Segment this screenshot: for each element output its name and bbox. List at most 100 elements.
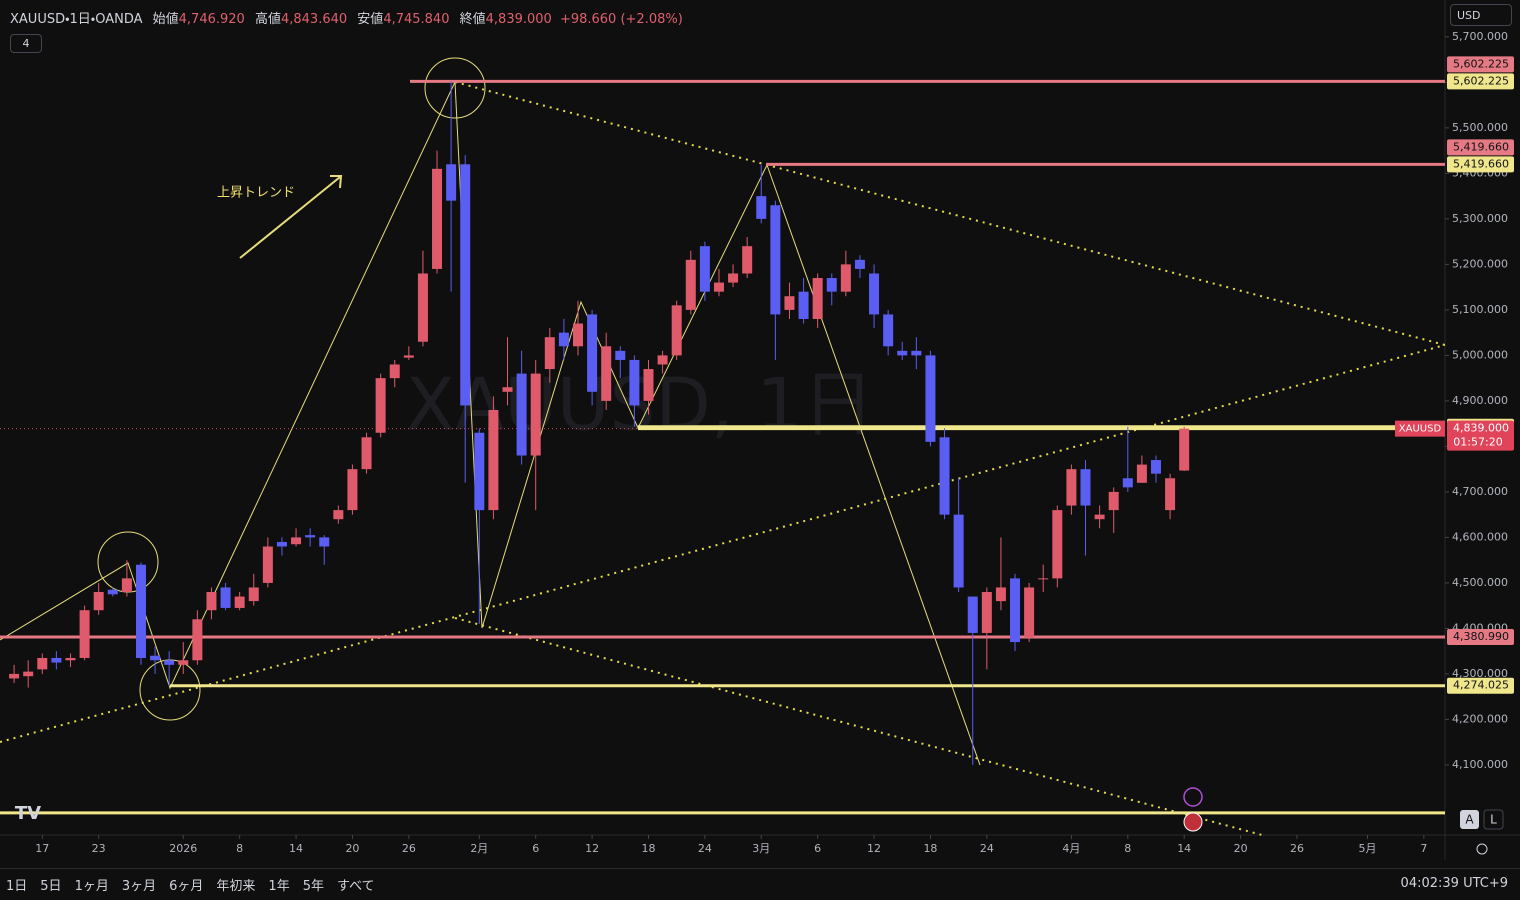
level-label-box bbox=[1447, 73, 1514, 90]
candle-body bbox=[516, 373, 527, 456]
indicator-count: 4 bbox=[22, 37, 30, 50]
low-label: 安値 bbox=[357, 12, 384, 27]
candle-body bbox=[474, 432, 485, 511]
x-tick-label: 5月 bbox=[1358, 842, 1376, 855]
event-icon[interactable] bbox=[1183, 812, 1203, 832]
candle-body bbox=[248, 587, 259, 602]
candle-body bbox=[1080, 469, 1091, 506]
candle-body bbox=[854, 259, 865, 269]
x-tick-label: 7 bbox=[1420, 842, 1427, 855]
trend-arrow-head bbox=[330, 175, 343, 189]
candle-body bbox=[798, 291, 809, 319]
symbol-label: XAUUSD bbox=[1399, 424, 1442, 435]
candle-body bbox=[460, 164, 471, 406]
range-button[interactable]: 5日 bbox=[40, 879, 62, 894]
candle-body bbox=[995, 587, 1006, 602]
y-tick-label: 4,500.000 bbox=[1452, 576, 1508, 589]
candle-body bbox=[206, 592, 217, 611]
candle-body bbox=[347, 469, 358, 511]
range-button[interactable]: 6ヶ月 bbox=[169, 879, 204, 894]
candle-body bbox=[826, 278, 837, 292]
level-label: 5,602.225 bbox=[1453, 57, 1509, 70]
log-scale-button[interactable] bbox=[1483, 809, 1504, 830]
drawings bbox=[0, 57, 1446, 836]
candle-body bbox=[107, 589, 118, 595]
range-button[interactable]: 年初来 bbox=[216, 879, 256, 894]
circle-marker bbox=[424, 57, 486, 119]
x-tick-label: 20 bbox=[345, 842, 359, 855]
candle-body bbox=[1136, 464, 1147, 483]
range-button[interactable]: 3ヶ月 bbox=[121, 879, 157, 894]
x-tick-label: 24 bbox=[980, 842, 994, 855]
candle-body bbox=[164, 660, 175, 665]
candle-body bbox=[319, 537, 330, 547]
clock: 04:02:39 UTC+9 bbox=[1400, 876, 1508, 891]
y-tick-label: 5,100.000 bbox=[1452, 303, 1508, 316]
last-price-label: 4,839.000 bbox=[1453, 422, 1509, 435]
x-tick-label: 14 bbox=[289, 842, 303, 855]
y-tick-label: 5,700.000 bbox=[1452, 30, 1508, 43]
candle-body bbox=[1094, 514, 1105, 520]
candle-body bbox=[375, 378, 386, 433]
level-label: 5,419.660 bbox=[1453, 157, 1509, 170]
x-tick-label: 2026 bbox=[169, 842, 197, 855]
event-icon[interactable] bbox=[1183, 787, 1203, 807]
resistance-trendline bbox=[454, 81, 1446, 346]
x-tick-label: 2月 bbox=[470, 842, 488, 855]
change: +98.660 (+2.08%) bbox=[559, 12, 683, 27]
range-button[interactable]: 1日 bbox=[6, 879, 28, 894]
range-button[interactable]: 5年 bbox=[302, 879, 324, 894]
candle-body bbox=[1108, 491, 1119, 511]
auto-scale-button[interactable] bbox=[1460, 810, 1479, 829]
candle-body bbox=[1122, 478, 1133, 488]
candle-body bbox=[573, 323, 583, 347]
y-tick-label: 4,700.000 bbox=[1452, 485, 1508, 498]
candle-body bbox=[1052, 510, 1063, 579]
symbol[interactable]: XAUUSD・1日・OANDA bbox=[10, 12, 143, 27]
axis-ticks: 4,100.0004,200.0004,300.0004,400.0004,50… bbox=[35, 30, 1508, 855]
candle-body bbox=[601, 346, 612, 401]
auto-scale-label[interactable]: A bbox=[1465, 813, 1474, 827]
level-label-box bbox=[1447, 156, 1514, 173]
open-value: 4,746.920 bbox=[178, 12, 245, 27]
candle-body bbox=[728, 273, 739, 283]
level-label-box bbox=[1447, 139, 1514, 156]
level-label-box bbox=[1447, 629, 1514, 646]
x-tick-label: 23 bbox=[92, 842, 106, 855]
candle-body bbox=[432, 168, 443, 269]
candle-body bbox=[1165, 478, 1176, 511]
log-scale-label[interactable]: L bbox=[1490, 813, 1497, 827]
candle-body bbox=[544, 337, 555, 370]
candle-body bbox=[981, 592, 992, 633]
x-tick-label: 6 bbox=[814, 842, 821, 855]
candle-body bbox=[685, 259, 696, 310]
candle-body bbox=[417, 273, 428, 342]
open-label: 始値 bbox=[152, 12, 179, 27]
candle-body bbox=[812, 278, 823, 319]
candle-body bbox=[883, 314, 894, 347]
candle-body bbox=[361, 437, 372, 470]
range-button[interactable]: すべて bbox=[336, 879, 375, 894]
x-tick-label: 26 bbox=[402, 842, 416, 855]
candle-body bbox=[305, 535, 316, 538]
level-label: 5,602.225 bbox=[1453, 74, 1509, 87]
range-button[interactable]: 1ヶ月 bbox=[74, 879, 109, 894]
y-tick-label: 5,200.000 bbox=[1452, 257, 1508, 270]
settings-icon[interactable] bbox=[1476, 843, 1488, 855]
x-tick-label: 6 bbox=[532, 842, 539, 855]
range-button[interactable]: 1年 bbox=[268, 879, 290, 894]
x-tick-label: 14 bbox=[1177, 842, 1191, 855]
candle-body bbox=[51, 657, 62, 663]
y-tick-label: 5,000.000 bbox=[1452, 348, 1508, 361]
candle-body bbox=[1179, 428, 1190, 471]
close-label: 終値 bbox=[459, 12, 486, 27]
candle-body bbox=[530, 373, 541, 456]
x-tick-label: 18 bbox=[923, 842, 937, 855]
candle-body bbox=[756, 196, 767, 219]
candle-body bbox=[65, 657, 76, 661]
candle-body bbox=[657, 355, 668, 365]
candle-body bbox=[502, 387, 513, 392]
indicator-toggle[interactable]: 4 bbox=[10, 34, 42, 53]
currency: USD bbox=[1457, 8, 1481, 22]
currency-select[interactable]: USD bbox=[1450, 4, 1512, 26]
